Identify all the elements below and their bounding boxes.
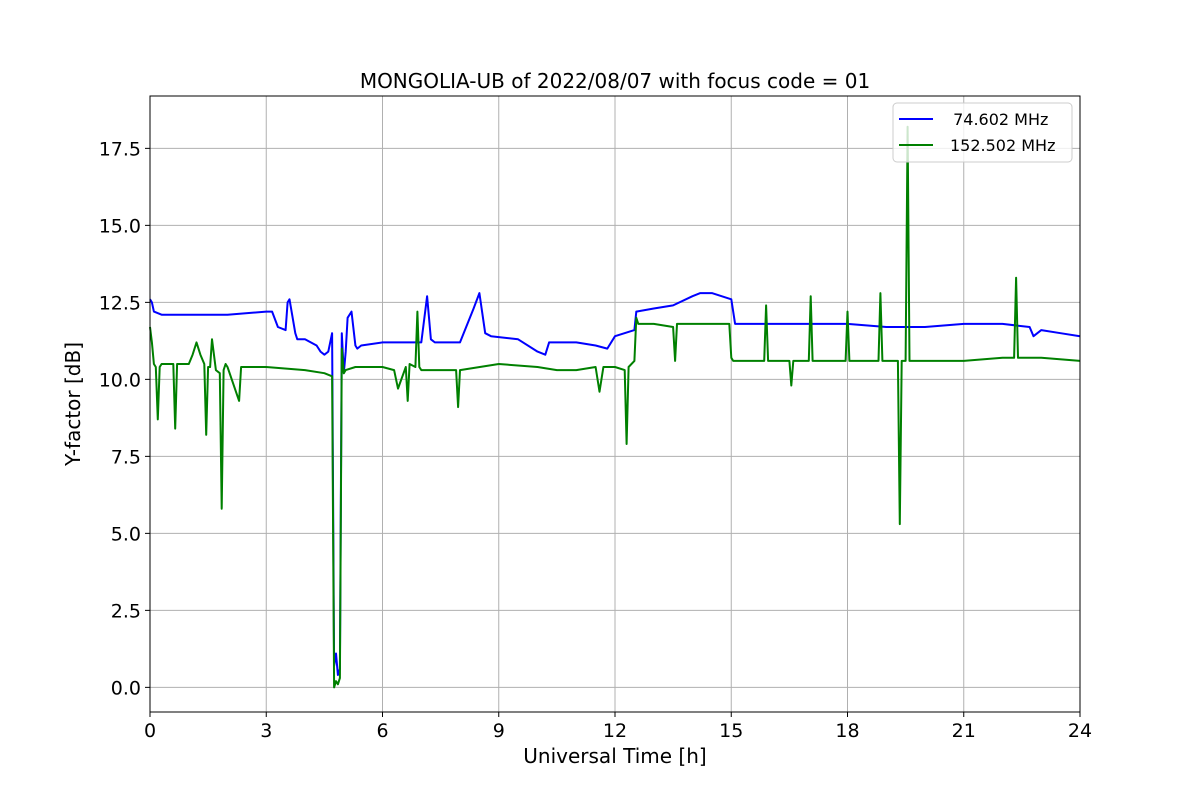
- x-tick-label: 15: [719, 720, 743, 742]
- series-layer: [149, 125, 1081, 689]
- y-tick-label: 2.5: [111, 600, 141, 622]
- legend-label-74602: 74.602 MHz: [948, 110, 1048, 129]
- x-tick-label: 9: [493, 720, 505, 742]
- x-tick-label: 12: [603, 720, 627, 742]
- y-axis-label: Y-factor [dB]: [61, 342, 85, 467]
- chart-title: MONGOLIA-UB of 2022/08/07 with focus cod…: [360, 69, 870, 93]
- y-tick-label: 17.5: [99, 138, 141, 160]
- y-tick-label: 0.0: [111, 677, 141, 699]
- x-tick-label: 0: [144, 720, 156, 742]
- x-axis-label: Universal Time [h]: [523, 744, 706, 768]
- y-axis-ticks: 0.0 2.5 5.0 7.5 10.0 12.5 15.0 17.5: [99, 138, 150, 699]
- x-tick-label: 6: [376, 720, 388, 742]
- x-tick-label: 21: [952, 720, 976, 742]
- y-tick-label: 7.5: [111, 446, 141, 468]
- y-tick-label: 15.0: [99, 215, 141, 237]
- x-tick-label: 3: [260, 720, 272, 742]
- series-line-1: [149, 125, 1081, 689]
- x-tick-label: 24: [1068, 720, 1092, 742]
- legend-frame: [892, 102, 1073, 163]
- legend-label-152502: 152.502 MHz: [950, 136, 1055, 155]
- x-tick-label: 18: [835, 720, 859, 742]
- y-tick-label: 10.0: [99, 369, 141, 391]
- y-tick-label: 12.5: [99, 292, 141, 314]
- y-tick-label: 5.0: [111, 523, 141, 545]
- legend: 74.602 MHz 152.502 MHz: [892, 102, 1073, 163]
- x-axis-ticks: 0 3 6 9 12 15 18 21 24: [144, 712, 1092, 742]
- series-line-0: [149, 292, 1081, 676]
